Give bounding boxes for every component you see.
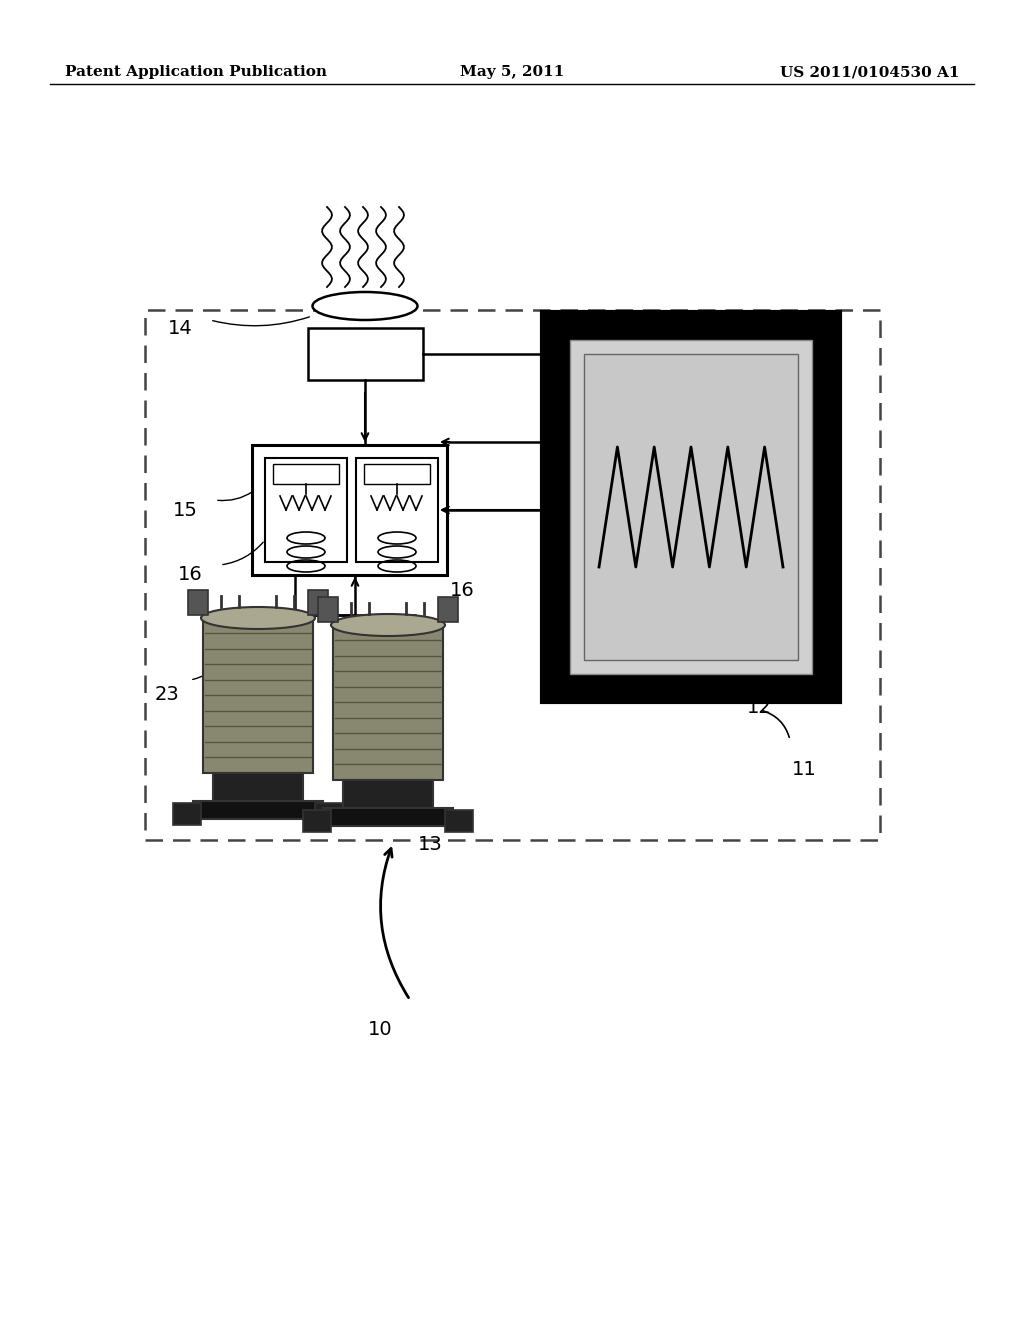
Bar bbox=[303, 810, 331, 832]
Text: US 2011/0104530 A1: US 2011/0104530 A1 bbox=[780, 65, 961, 79]
Text: 12: 12 bbox=[746, 698, 772, 717]
Bar bbox=[570, 341, 812, 675]
Bar bbox=[193, 801, 323, 818]
Text: Patent Application Publication: Patent Application Publication bbox=[65, 65, 327, 79]
Text: May 5, 2011: May 5, 2011 bbox=[460, 65, 564, 79]
Ellipse shape bbox=[331, 614, 445, 636]
Bar bbox=[173, 803, 201, 825]
Text: 13: 13 bbox=[418, 836, 442, 854]
Bar bbox=[343, 780, 433, 808]
Bar bbox=[308, 590, 328, 615]
Text: 15: 15 bbox=[173, 500, 198, 520]
Text: 16: 16 bbox=[450, 581, 475, 599]
Text: 23: 23 bbox=[155, 685, 180, 705]
Bar bbox=[213, 774, 303, 801]
Ellipse shape bbox=[201, 607, 315, 630]
Text: 16: 16 bbox=[178, 565, 203, 585]
Text: 10: 10 bbox=[368, 1020, 392, 1039]
Bar bbox=[445, 810, 473, 832]
Text: 11: 11 bbox=[792, 760, 817, 779]
Bar bbox=[203, 618, 313, 774]
Ellipse shape bbox=[312, 292, 418, 319]
Bar bbox=[584, 354, 798, 660]
Bar bbox=[308, 327, 423, 380]
Bar bbox=[273, 465, 339, 484]
Bar bbox=[265, 458, 347, 562]
Bar bbox=[252, 445, 447, 576]
Bar bbox=[145, 310, 880, 840]
Bar bbox=[438, 597, 458, 622]
Bar bbox=[542, 312, 840, 702]
Bar bbox=[323, 808, 453, 826]
Bar bbox=[318, 597, 338, 622]
Text: 14: 14 bbox=[168, 318, 193, 338]
Bar bbox=[333, 624, 443, 780]
Bar bbox=[364, 465, 430, 484]
Bar bbox=[315, 803, 343, 825]
Bar bbox=[356, 458, 438, 562]
Bar bbox=[188, 590, 208, 615]
